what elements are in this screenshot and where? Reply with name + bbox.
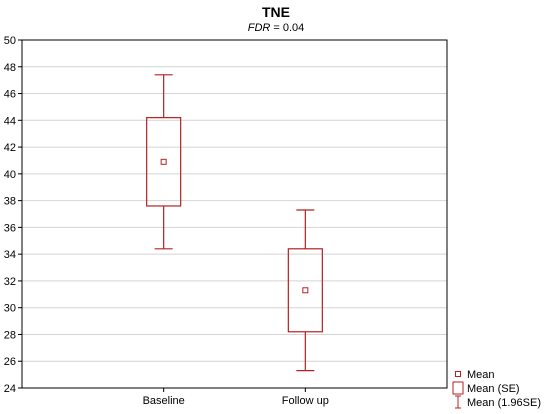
legend-item-se: Mean (SE) xyxy=(452,381,520,395)
y-tick-label: 32 xyxy=(4,276,16,288)
chart-title: TNE xyxy=(262,4,290,20)
mean-marker xyxy=(160,158,167,165)
x-tick-label: Baseline xyxy=(143,395,185,407)
mean-marker xyxy=(302,287,309,294)
subtitle-variable: FDR xyxy=(248,22,271,34)
subtitle-value: = 0.04 xyxy=(270,22,304,34)
box-baseline xyxy=(146,74,182,250)
chart-subtitle: FDR = 0.04 xyxy=(248,22,305,34)
y-tick-label: 28 xyxy=(4,329,16,341)
legend-label: Mean (1.96SE) xyxy=(467,397,541,409)
y-tick-label: 30 xyxy=(4,303,16,315)
legend-mean-symbol xyxy=(455,371,461,377)
y-tick-label: 50 xyxy=(4,35,16,47)
x-tick-label: Follow up xyxy=(282,395,329,407)
y-tick-label: 40 xyxy=(4,169,16,181)
legend: Mean Mean (SE) Mean (1.96SE) xyxy=(452,369,541,409)
grid-lines xyxy=(22,66,447,362)
legend-item-mean: Mean xyxy=(455,369,495,381)
se-box xyxy=(287,248,323,333)
plot-area xyxy=(21,39,448,389)
legend-label: Mean (SE) xyxy=(467,383,520,395)
y-tick-label: 48 xyxy=(4,62,16,74)
series xyxy=(146,74,323,372)
legend-se-symbol xyxy=(452,381,464,395)
legend-label: Mean xyxy=(467,369,495,381)
x-axis: Baseline Follow up xyxy=(143,388,329,407)
y-tick-label: 42 xyxy=(4,142,16,154)
y-axis: 24 26 28 30 32 34 36 38 40 42 44 46 48 50 xyxy=(4,35,22,395)
se-box xyxy=(146,117,182,207)
y-tick-label: 46 xyxy=(4,89,16,101)
legend-item-ci: Mean (1.96SE) xyxy=(455,395,541,409)
y-tick-label: 44 xyxy=(4,115,16,127)
y-tick-label: 34 xyxy=(4,249,16,261)
box-follow-up xyxy=(287,209,323,372)
y-tick-label: 24 xyxy=(4,383,16,395)
y-tick-label: 26 xyxy=(4,356,16,368)
y-tick-label: 36 xyxy=(4,222,16,234)
y-tick-label: 38 xyxy=(4,196,16,208)
